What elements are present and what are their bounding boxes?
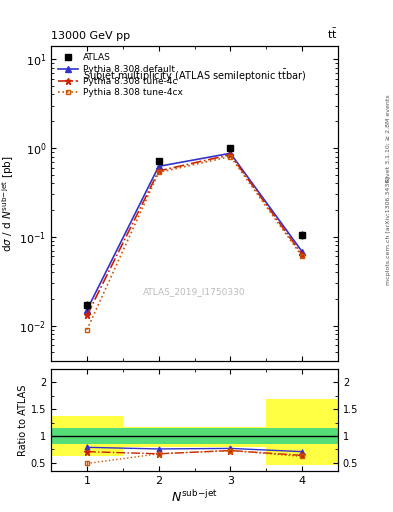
Bar xyxy=(266,429,338,443)
Bar xyxy=(123,429,195,443)
Text: mcplots.cern.ch [arXiv:1306.3436]: mcplots.cern.ch [arXiv:1306.3436] xyxy=(386,176,391,285)
Bar xyxy=(195,428,266,447)
Bar xyxy=(195,429,266,443)
Legend: ATLAS, Pythia 8.308 default, Pythia 8.308 tune-4c, Pythia 8.308 tune-4cx: ATLAS, Pythia 8.308 default, Pythia 8.30… xyxy=(55,51,185,100)
Text: Subjet multiplicity (ATLAS semileptonic t$\bar{\rm t}$bar): Subjet multiplicity (ATLAS semileptonic … xyxy=(83,68,306,84)
X-axis label: $N^{\rm sub\!-\!jet}$: $N^{\rm sub\!-\!jet}$ xyxy=(171,488,218,505)
Text: Rivet 3.1.10; ≥ 2.8M events: Rivet 3.1.10; ≥ 2.8M events xyxy=(386,94,391,182)
Y-axis label: Ratio to ATLAS: Ratio to ATLAS xyxy=(18,384,28,456)
Text: t$\bar{\rm t}$: t$\bar{\rm t}$ xyxy=(327,27,338,41)
Bar xyxy=(51,429,123,443)
Bar xyxy=(51,416,123,456)
Text: ATLAS_2019_I1750330: ATLAS_2019_I1750330 xyxy=(143,287,246,296)
Bar xyxy=(266,399,338,464)
Y-axis label: d$\sigma$ / d $N^{\rm sub\!-\!jet}$ [pb]: d$\sigma$ / d $N^{\rm sub\!-\!jet}$ [pb] xyxy=(1,155,17,252)
Text: 13000 GeV pp: 13000 GeV pp xyxy=(51,31,130,41)
Bar xyxy=(123,428,195,447)
